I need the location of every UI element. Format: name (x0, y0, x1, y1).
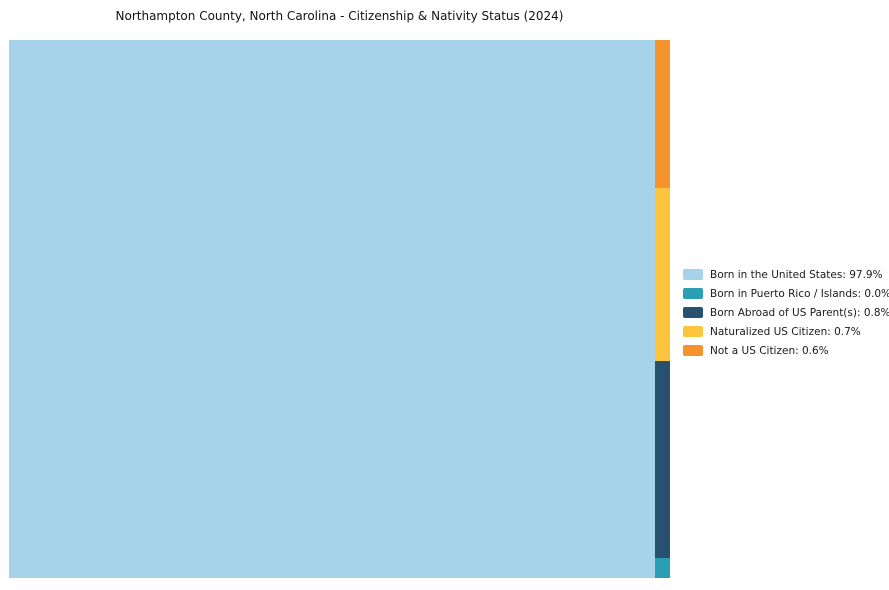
legend-item: Naturalized US Citizen: 0.7% (683, 322, 889, 341)
treemap-tile-born-abroad-us-parents (655, 360, 670, 559)
treemap-tile-naturalized-us-citizen (655, 188, 670, 361)
legend-label: Born Abroad of US Parent(s): 0.8% (710, 306, 889, 319)
treemap-tile-born-in-puerto-rico-islands (655, 558, 670, 579)
legend-label: Born in the United States: 97.9% (710, 268, 883, 281)
legend-label: Naturalized US Citizen: 0.7% (710, 325, 861, 338)
legend-label: Born in Puerto Rico / Islands: 0.0% (710, 287, 889, 300)
legend-swatch-naturalized (683, 326, 703, 337)
legend-item: Not a US Citizen: 0.6% (683, 341, 889, 360)
treemap-plot-area (9, 40, 670, 579)
legend: Born in the United States: 97.9% Born in… (683, 265, 889, 360)
legend-item: Born in the United States: 97.9% (683, 265, 889, 284)
treemap-tile-born-in-us (9, 40, 655, 578)
legend-swatch-not-a-citizen (683, 345, 703, 356)
treemap-strip (655, 40, 670, 579)
legend-swatch-born-abroad (683, 307, 703, 318)
legend-swatch-born-in-us (683, 269, 703, 280)
legend-item: Born in Puerto Rico / Islands: 0.0% (683, 284, 889, 303)
legend-label: Not a US Citizen: 0.6% (710, 344, 829, 357)
legend-item: Born Abroad of US Parent(s): 0.8% (683, 303, 889, 322)
legend-swatch-born-in-puerto-rico (683, 288, 703, 299)
treemap-tile-not-a-us-citizen (655, 40, 670, 189)
chart-title: Northampton County, North Carolina - Cit… (115, 9, 564, 23)
